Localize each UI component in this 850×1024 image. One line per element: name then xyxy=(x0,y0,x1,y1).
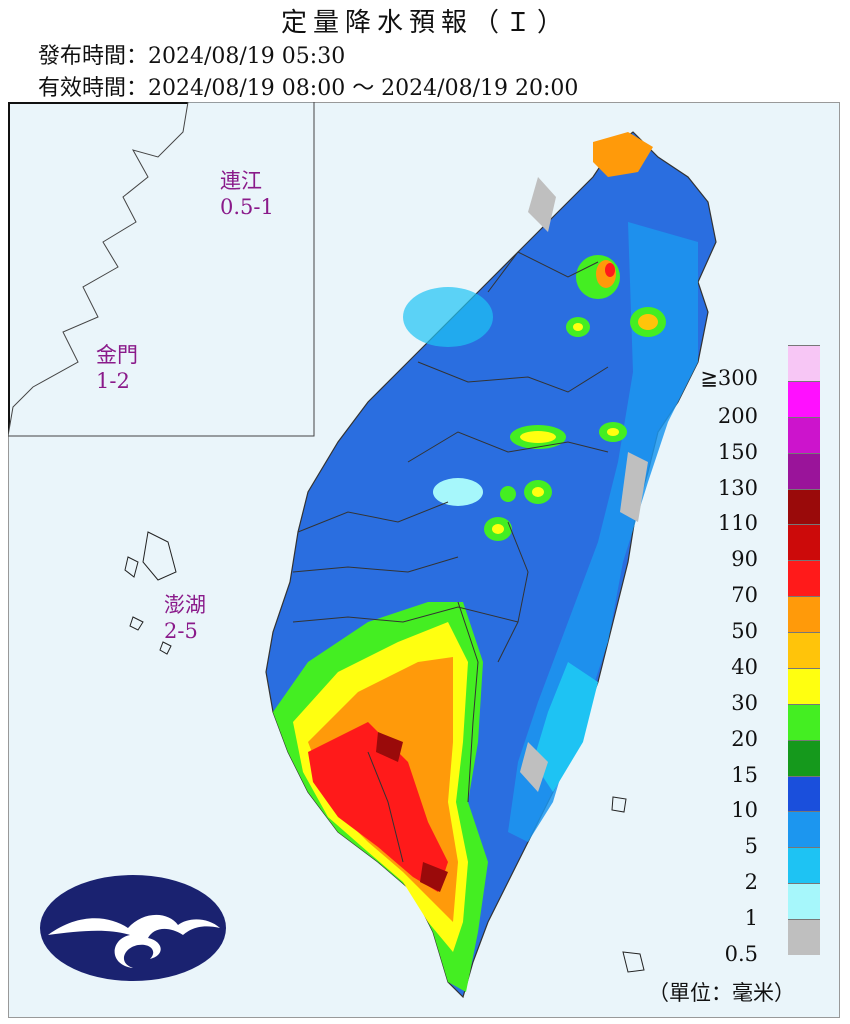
legend-swatch xyxy=(788,883,820,920)
legend-tick-label: 30 xyxy=(731,690,758,715)
legend-tick-label: 90 xyxy=(731,547,758,572)
legend-tick-label: 0.5 xyxy=(724,942,758,966)
legend-swatch xyxy=(788,488,820,525)
legend-swatch xyxy=(788,416,820,453)
page-title: 定量降水預報（Ｉ） xyxy=(280,8,569,38)
legend-swatch xyxy=(788,811,820,848)
legend-tick-label: 10 xyxy=(731,798,758,823)
orchid-island xyxy=(622,951,645,973)
legend-swatch xyxy=(788,739,820,776)
legend-tick-label: 1 xyxy=(744,906,758,931)
legend-tick-label: 150 xyxy=(717,439,758,464)
legend-swatch xyxy=(788,345,820,381)
legend-tick-label: 50 xyxy=(731,619,758,644)
matsu-label: 連江 0.5-1 xyxy=(220,168,274,220)
penghu-label: 澎湖 2-5 xyxy=(164,592,206,644)
legend-swatch xyxy=(788,667,820,704)
legend-tick-label: 70 xyxy=(731,583,758,608)
legend-swatch xyxy=(788,847,820,884)
legend-swatch xyxy=(788,380,820,417)
penghu-name: 澎湖 xyxy=(164,593,206,617)
legend-swatch xyxy=(788,919,820,955)
cwa-logo-icon xyxy=(40,875,226,981)
valid-time: 有效時間：2024/08/19 08:00 ～ 2024/08/19 20:00 xyxy=(38,76,579,101)
legend-swatch xyxy=(788,560,820,597)
legend-swatch xyxy=(788,703,820,740)
legend-tick-label: 5 xyxy=(744,834,758,859)
rainfall-map xyxy=(8,102,717,999)
legend-tick-label: 40 xyxy=(731,654,758,679)
legend-tick-label: 2 xyxy=(744,870,758,895)
legend-swatch xyxy=(788,524,820,561)
penghu-range: 2-5 xyxy=(164,619,198,643)
legend-swatch xyxy=(788,452,820,489)
unit-label: （單位：毫米） xyxy=(648,981,795,1005)
legend-tick-label: 130 xyxy=(717,475,758,500)
kinmen-name: 金門 xyxy=(96,343,138,367)
legend-swatch xyxy=(788,632,820,668)
legend-tick-label: 20 xyxy=(731,726,758,751)
matsu-range: 0.5-1 xyxy=(220,195,274,219)
issue-time: 發布時間：2024/08/19 05:30 xyxy=(38,44,346,69)
legend-swatch xyxy=(788,775,820,812)
legend-top-label: ≧300 xyxy=(700,366,758,390)
kinmen-label: 金門 1-2 xyxy=(96,342,138,394)
penghu-islands xyxy=(124,531,177,655)
legend-colorbar xyxy=(788,345,820,955)
legend-swatch xyxy=(788,596,820,633)
mainland-coast xyxy=(8,102,315,437)
legend-tick-label: 200 xyxy=(717,403,758,428)
matsu-name: 連江 xyxy=(220,169,262,193)
legend-tick-label: 15 xyxy=(731,762,758,787)
kinmen-range: 1-2 xyxy=(96,369,130,393)
legend-tick-label: 110 xyxy=(717,511,758,536)
green-island xyxy=(611,796,627,813)
